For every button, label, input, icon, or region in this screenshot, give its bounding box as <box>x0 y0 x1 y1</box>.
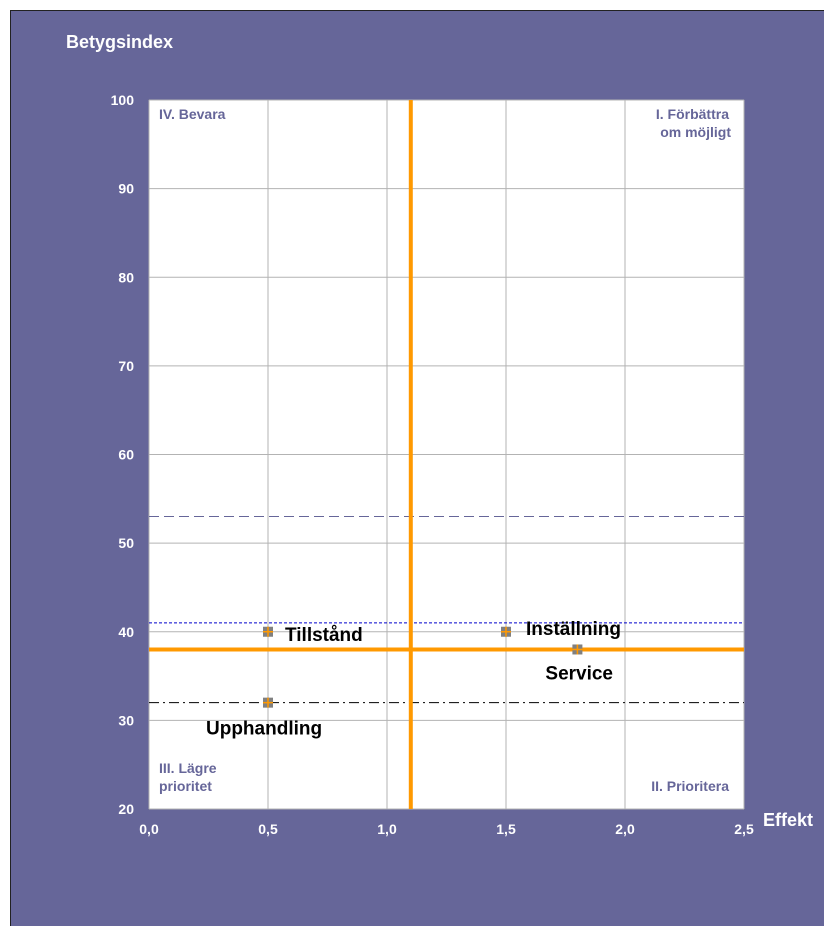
y-tick-label: 80 <box>118 269 134 285</box>
x-tick-label: 1,0 <box>377 821 397 837</box>
chart: 20 30 40 50 60 70 80 90 100 0,0 0,5 1,0 1,5 2,0 2,5 T… <box>66 32 813 837</box>
data-points <box>263 626 583 708</box>
y-tick-label: 100 <box>111 92 135 108</box>
x-tick-label: 2,0 <box>615 821 635 837</box>
quadrant-bottom-left-line1: III. Lägre <box>159 760 217 776</box>
y-tick-label: 40 <box>118 624 134 640</box>
data-point-marker <box>263 697 273 708</box>
reference-lines <box>149 516 744 704</box>
y-tick-label: 30 <box>118 712 134 728</box>
quadrant-lines <box>149 100 744 809</box>
x-tick-label: 2,5 <box>734 821 754 837</box>
quadrant-bottom-left-line2: prioritet <box>159 778 212 794</box>
y-axis-ticks: 20 30 40 50 60 70 80 90 100 <box>111 92 135 817</box>
y-axis-title: Betygsindex <box>66 32 173 52</box>
y-tick-label: 60 <box>118 447 134 463</box>
quadrant-top-left: IV. Bevara <box>159 106 226 122</box>
x-axis-title: Effekt <box>763 810 813 830</box>
data-point-label: Inställning <box>526 619 621 640</box>
quadrant-top-right-line2: om möjligt <box>660 124 731 140</box>
chart-frame: 20 30 40 50 60 70 80 90 100 0,0 0,5 1,0 1,5 2,0 2,5 T… <box>10 10 824 926</box>
y-tick-label: 50 <box>118 535 134 551</box>
data-point-label: Tillstånd <box>285 625 363 646</box>
y-tick-label: 90 <box>118 181 134 197</box>
x-tick-label: 0,5 <box>258 821 278 837</box>
data-point-label: Service <box>545 663 613 684</box>
x-tick-label: 1,5 <box>496 821 516 837</box>
quadrant-top-right-line1: I. Förbättra <box>656 106 729 122</box>
data-point-marker <box>572 644 583 655</box>
y-tick-label: 20 <box>118 801 134 817</box>
x-tick-label: 0,0 <box>139 821 159 837</box>
quadrant-bottom-right: II. Prioritera <box>651 778 729 794</box>
data-point-marker <box>263 626 273 637</box>
data-point-marker <box>501 626 511 637</box>
data-point-label: Upphandling <box>206 719 322 740</box>
grid <box>148 99 745 810</box>
point-labels: Tillstånd Upphandling Inställning Service <box>206 619 621 740</box>
y-tick-label: 70 <box>118 358 134 374</box>
x-axis-ticks: 0,0 0,5 1,0 1,5 2,0 2,5 <box>139 821 754 837</box>
